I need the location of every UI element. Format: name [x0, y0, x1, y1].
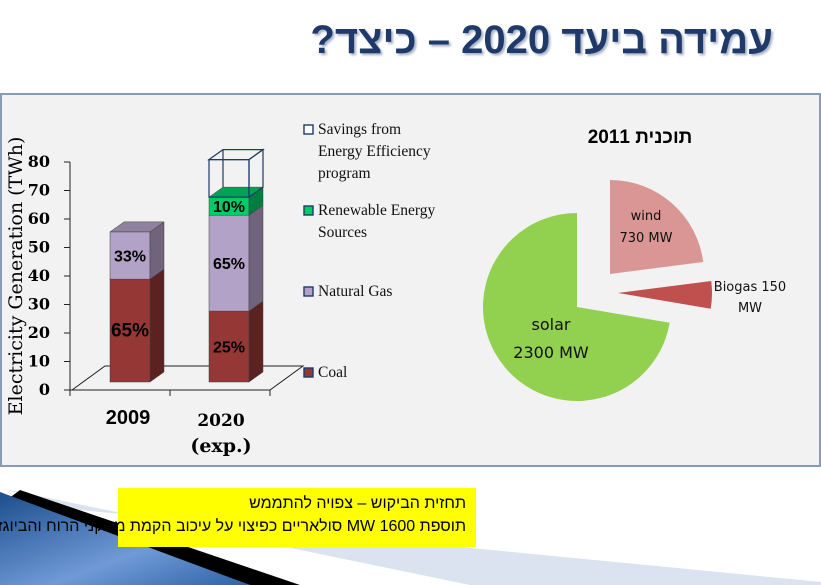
bar-top: [207, 149, 265, 161]
y-tick-label: 40: [28, 266, 50, 285]
bar-segment-coal-2009: 65%: [109, 268, 165, 383]
y-tick-label: 30: [28, 295, 50, 314]
x-label-exp: (exp.): [190, 435, 251, 457]
pie-label-biogas: MW: [738, 301, 762, 316]
bar-segment-natural-gas-2020: 65%: [208, 204, 264, 312]
legend-item-2: Natural Gas: [303, 283, 392, 300]
pie-label-wind: 730 MW: [619, 231, 672, 246]
y-axis-label: Electricity Generation (TWh): [5, 137, 27, 416]
legend-item-1: Renewable Energy Sources: [303, 202, 435, 241]
pie-label-wind: wind: [631, 209, 662, 224]
bar-side: [248, 204, 264, 312]
bar-front: [208, 214, 250, 312]
legend-label: program: [318, 165, 371, 182]
legend-item-0: Savings from Energy Efficiency program: [303, 121, 431, 182]
pie-title: תוכנית 2011: [588, 127, 693, 148]
legend-label: Renewable Energy: [318, 202, 435, 219]
pie-slice-solar: [482, 212, 670, 402]
bar-label: 65%: [111, 321, 149, 342]
bar-label: 65%: [213, 256, 245, 273]
bar-label: 10%: [213, 199, 245, 216]
pie-label-solar: solar: [532, 315, 571, 334]
pie-label-solar: 2300 MW: [513, 343, 589, 362]
bar-segment-savings-from-energy-efficiency-program-2020: [207, 148, 265, 199]
legend-swatch: [303, 205, 314, 216]
bar-label: 33%: [114, 249, 146, 266]
legend-swatch: [303, 367, 314, 378]
legend-swatch: [303, 286, 314, 297]
note-line-2: תוספת 1600 MW סולאריים כפיצוי על עיכוב ה…: [0, 518, 466, 535]
y-tick-label: 70: [28, 181, 50, 200]
bar-segment-natural-gas-2009: 33%: [109, 221, 165, 280]
forecast-note: תחזית הביקוש – צפויה להתממש תוספת 1600 M…: [0, 488, 476, 547]
pie-chart: תוכנית 2011 wind 730 MW Biogas 150 MW solar 23…: [482, 127, 786, 402]
x-label-2009: 2009: [106, 407, 151, 429]
bar-front: [208, 310, 250, 383]
y-tick-label: 0: [39, 380, 50, 399]
legend-label: Coal: [318, 364, 347, 381]
legend-label: Savings from: [318, 121, 401, 138]
chart-floor: [70, 365, 305, 391]
legend-label: Energy Efficiency: [318, 143, 431, 160]
legend-swatch: [303, 124, 314, 135]
legend-label: Sources: [318, 224, 367, 241]
bar-side: [248, 300, 264, 383]
x-label-2020: 2020: [197, 411, 244, 431]
y-tick-label: 20: [28, 323, 50, 342]
y-tick-label: 50: [28, 238, 50, 257]
bar-top: [109, 221, 165, 233]
pie-label-biogas: Biogas 150: [714, 280, 786, 295]
bar-side: [149, 268, 165, 383]
y-tick-label: 10: [28, 352, 50, 371]
pie-slice-biogas: [618, 280, 712, 309]
pie-slice-wind: [610, 180, 704, 274]
legend-item-3: Coal: [303, 364, 347, 381]
legend-label: Natural Gas: [318, 283, 392, 300]
bar-label: 25%: [213, 340, 245, 357]
y-tick-label: 60: [28, 209, 50, 228]
note-line-1: תחזית הביקוש – צפויה להתממש: [249, 495, 466, 512]
slide-title: עמידה ביעד 2020 – כיצד?: [310, 18, 773, 62]
bar-segment-coal-2020: 25%: [208, 300, 264, 383]
y-tick-label: 80: [28, 152, 50, 171]
bar-front: [109, 278, 151, 383]
